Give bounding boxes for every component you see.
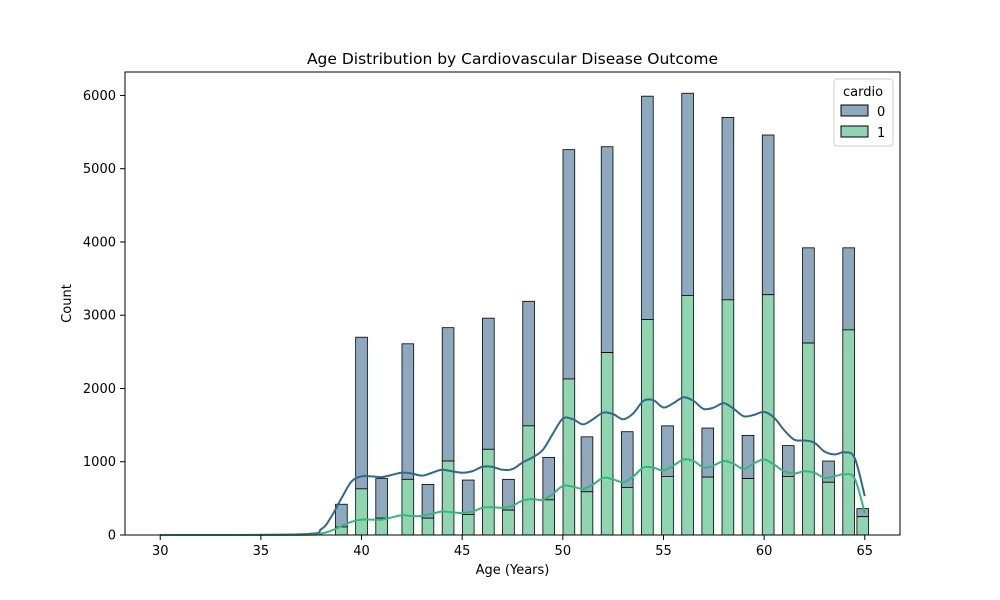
bar-cardio-0 [741, 434, 755, 479]
legend-swatch-1 [840, 125, 869, 138]
bar-cardio-0 [856, 508, 870, 518]
y-tick-label: 6000 [83, 89, 116, 104]
kde-line-0 [160, 396, 866, 536]
legend-label-1: 1 [877, 126, 885, 141]
bar-cardio-1 [721, 299, 735, 536]
bar-cardio-0 [401, 343, 415, 480]
x-tick-label: 65 [856, 544, 873, 559]
kde-layer [160, 396, 866, 537]
legend: cardio 0 1 [833, 78, 894, 147]
bar-cardio-0 [482, 317, 495, 450]
bar-cardio-0 [355, 336, 368, 490]
bar-cardio-1 [580, 491, 594, 536]
bar-cardio-0 [641, 95, 654, 321]
x-tick-label: 55 [655, 544, 672, 559]
x-tick-label: 35 [253, 544, 270, 559]
bar-cardio-0 [375, 478, 388, 519]
bar-cardio-1 [822, 481, 835, 536]
x-tick-label: 40 [353, 544, 370, 559]
bar-cardio-0 [802, 247, 815, 344]
y-tick-label: 2000 [83, 382, 116, 397]
bar-cardio-0 [461, 479, 475, 515]
bars-layer [335, 92, 870, 536]
bar-cardio-1 [681, 295, 694, 536]
y-tick-label: 0 [108, 529, 116, 544]
bar-cardio-0 [721, 117, 735, 301]
bar-cardio-1 [782, 475, 795, 536]
bar-cardio-1 [562, 378, 576, 536]
x-tick-label: 45 [454, 544, 471, 559]
bar-cardio-0 [522, 300, 535, 427]
y-tick-label: 3000 [83, 309, 116, 324]
bar-cardio-1 [502, 509, 515, 536]
bar-cardio-1 [482, 448, 495, 536]
bar-cardio-1 [401, 478, 415, 536]
bar-cardio-0 [701, 427, 715, 478]
bar-cardio-1 [421, 517, 435, 536]
bar-cardio-1 [661, 475, 674, 536]
chart-title: Age Distribution by Cardiovascular Disea… [307, 50, 718, 68]
legend-swatch-0 [840, 104, 869, 117]
kde-line-1 [160, 458, 866, 537]
y-tick-label: 4000 [83, 235, 116, 250]
y-tick-label: 1000 [83, 455, 116, 470]
x-axis-title: Age (Years) [476, 563, 550, 578]
x-tick-label: 50 [555, 544, 572, 559]
legend-label-0: 0 [877, 105, 885, 120]
bar-cardio-1 [641, 319, 654, 536]
x-axis: 30 35 40 45 50 55 60 65 [152, 535, 873, 559]
bar-cardio-1 [842, 329, 855, 536]
bar-cardio-1 [522, 425, 535, 536]
y-tick-label: 5000 [83, 162, 116, 177]
bar-cardio-1 [856, 516, 870, 536]
bar-cardio-1 [461, 514, 475, 536]
bar-cardio-0 [600, 146, 614, 353]
y-axis-title: Count [60, 284, 75, 323]
legend-title: cardio [843, 85, 883, 100]
bar-cardio-1 [741, 478, 755, 536]
plot-frame [124, 71, 901, 536]
x-tick-label: 30 [152, 544, 169, 559]
bar-cardio-0 [842, 247, 855, 331]
bar-cardio-0 [580, 436, 594, 493]
bar-cardio-1 [701, 476, 715, 536]
bar-cardio-1 [542, 499, 556, 536]
bar-cardio-1 [620, 486, 634, 536]
bar-cardio-0 [441, 327, 455, 462]
bar-cardio-1 [600, 352, 614, 536]
bar-cardio-0 [681, 92, 694, 296]
bar-cardio-0 [562, 149, 576, 380]
bar-cardio-1 [355, 488, 368, 536]
x-tick-label: 60 [756, 544, 773, 559]
bar-cardio-0 [822, 460, 835, 483]
bar-cardio-0 [761, 134, 775, 296]
y-axis: 0 1000 2000 3000 4000 5000 6000 [83, 89, 125, 544]
bar-cardio-1 [802, 342, 815, 536]
